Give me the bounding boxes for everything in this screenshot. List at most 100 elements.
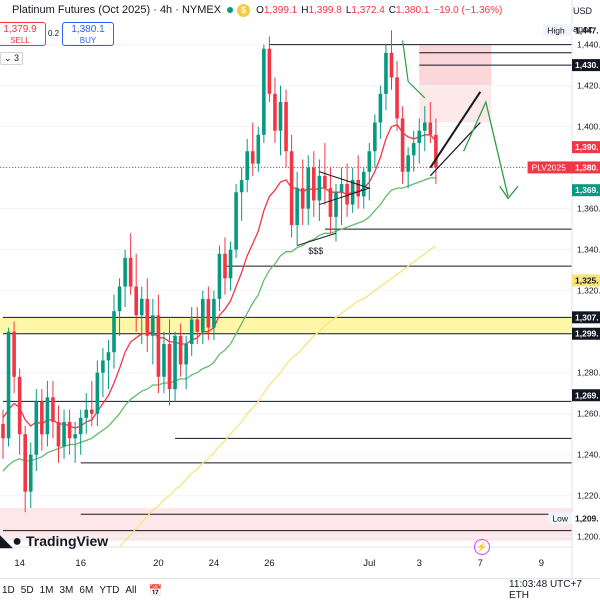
timeframe-6m[interactable]: 6M: [79, 584, 94, 596]
candle-body: [411, 143, 416, 156]
x-tick-label: 20: [153, 558, 164, 569]
candle-body: [356, 179, 360, 197]
candle-body: [12, 331, 16, 377]
axis-currency[interactable]: USD apoz: [573, 0, 600, 34]
timezone-label: ETH: [509, 590, 529, 601]
candle-body: [189, 319, 194, 344]
tag-label: PLV2025: [532, 162, 567, 172]
candle-body: [256, 134, 261, 164]
levels-layer: [0, 44, 572, 532]
candle-body: [23, 434, 27, 492]
liquidity-annotation: $$$: [308, 246, 323, 256]
x-tick-label: 7: [478, 558, 483, 569]
currency-label: USD: [573, 6, 593, 16]
timeframe-ytd[interactable]: YTD: [99, 584, 120, 596]
candle-body: [328, 188, 333, 217]
tag-label: High: [547, 25, 565, 35]
bottom-toolbar: 1D 5D 1M 3M 6M YTD All 📅 11:03:48 UTC+7 …: [0, 578, 600, 601]
candle-body: [250, 151, 255, 164]
candle-body: [95, 372, 100, 414]
calendar-icon[interactable]: 📅: [148, 584, 163, 597]
candle-body: [323, 175, 327, 189]
candle-body: [300, 188, 305, 209]
symbol-title[interactable]: Platinum Futures (Oct 2025) · 4h · NYMEX: [12, 4, 222, 16]
candle-body: [184, 343, 188, 365]
timeframe-1m[interactable]: 1M: [39, 584, 54, 596]
price-axis-bg: [572, 20, 600, 559]
candle-body: [289, 151, 294, 226]
x-tick-label: 24: [209, 558, 220, 569]
lightning-icon[interactable]: ⚡: [474, 539, 490, 555]
price-label-bg: [572, 141, 600, 154]
sell-price: 1,379.9: [3, 24, 37, 35]
candle-body: [306, 167, 311, 209]
candle-body: [128, 257, 133, 287]
x-tick-label: 16: [75, 558, 86, 569]
candle-body: [78, 417, 83, 435]
candle-body: [90, 409, 94, 414]
candle-body: [384, 52, 388, 94]
candle-body: [423, 122, 427, 131]
support-highlight-zone: [0, 317, 572, 334]
candle-body: [45, 397, 50, 435]
timeframe-1d[interactable]: 1D: [2, 584, 15, 596]
candle-body: [284, 102, 288, 152]
candle-body: [34, 401, 39, 455]
candle-body: [101, 360, 105, 373]
candle-body: [389, 52, 394, 78]
x-tick-label: 26: [264, 558, 275, 569]
indicator-count-badge[interactable]: ⌄ 3: [0, 52, 24, 65]
y-tick-label: 1,420.: [577, 81, 600, 91]
buy-label: BUY: [79, 36, 97, 45]
candle-body: [417, 130, 422, 144]
candle-body: [278, 102, 283, 131]
tradingview-mark-icon: ◣●: [0, 533, 22, 550]
timeframe-5d[interactable]: 5D: [20, 584, 34, 596]
y-tick-label: 1,220.: [577, 491, 600, 501]
price-label-bg: [572, 389, 600, 402]
projection-arrow: [463, 100, 509, 197]
clock-time: 11:03:48 UTC+7: [509, 579, 582, 590]
candle-body: [395, 77, 399, 119]
candle-body: [428, 122, 433, 135]
buy-button[interactable]: 1,380.1 BUY: [62, 22, 114, 46]
sell-button[interactable]: 1,379.9 SELL: [0, 22, 46, 46]
candle-body: [217, 253, 222, 299]
price-label-bg: [572, 512, 600, 525]
candle-body: [400, 118, 405, 172]
price-change: −19.0 (−1.36%): [433, 4, 503, 16]
y-tick-label: 1,260.: [577, 409, 600, 419]
chart-header: Platinum Futures (Oct 2025) · 4h · NYMEX…: [0, 0, 502, 20]
candle-body: [317, 175, 322, 201]
candle-body: [1, 423, 5, 439]
y-tick-label: 1,360.: [577, 204, 600, 214]
price-label-bg: [572, 161, 600, 174]
timeframe-3m[interactable]: 3M: [59, 584, 74, 596]
tradingview-logo: ◣● TradingView: [0, 531, 108, 551]
price-axis[interactable]: 1,447. 1,440. 1,420. 1,400. 1,380. 1,360. 1,34…: [527, 0, 600, 578]
timeframe-all[interactable]: All: [125, 584, 137, 596]
candle-body: [112, 311, 116, 353]
candle-body: [106, 352, 111, 361]
candle-body: [228, 249, 233, 279]
currency-dollar-icon: $: [237, 3, 251, 17]
candle-body: [151, 315, 155, 336]
clock[interactable]: 11:03:48 UTC+7 ETH: [509, 579, 600, 601]
candle-body: [378, 93, 383, 123]
y-tick-label: 1,200.: [577, 532, 600, 542]
candle-body: [145, 298, 150, 336]
spread-value: 0.2: [48, 29, 60, 38]
candle-body: [156, 315, 161, 377]
candle-body: [350, 179, 355, 205]
candle-body: [40, 401, 44, 435]
x-tick-label: 14: [14, 558, 25, 569]
tag-label: Low: [552, 513, 568, 523]
candle-body: [134, 286, 138, 316]
candle-body: [234, 192, 238, 250]
liquidity-line: [296, 232, 337, 247]
tag-bg: [548, 512, 572, 525]
candle-body: [245, 151, 249, 180]
price-label: 1,390.: [575, 142, 599, 152]
candle-body: [17, 376, 22, 435]
